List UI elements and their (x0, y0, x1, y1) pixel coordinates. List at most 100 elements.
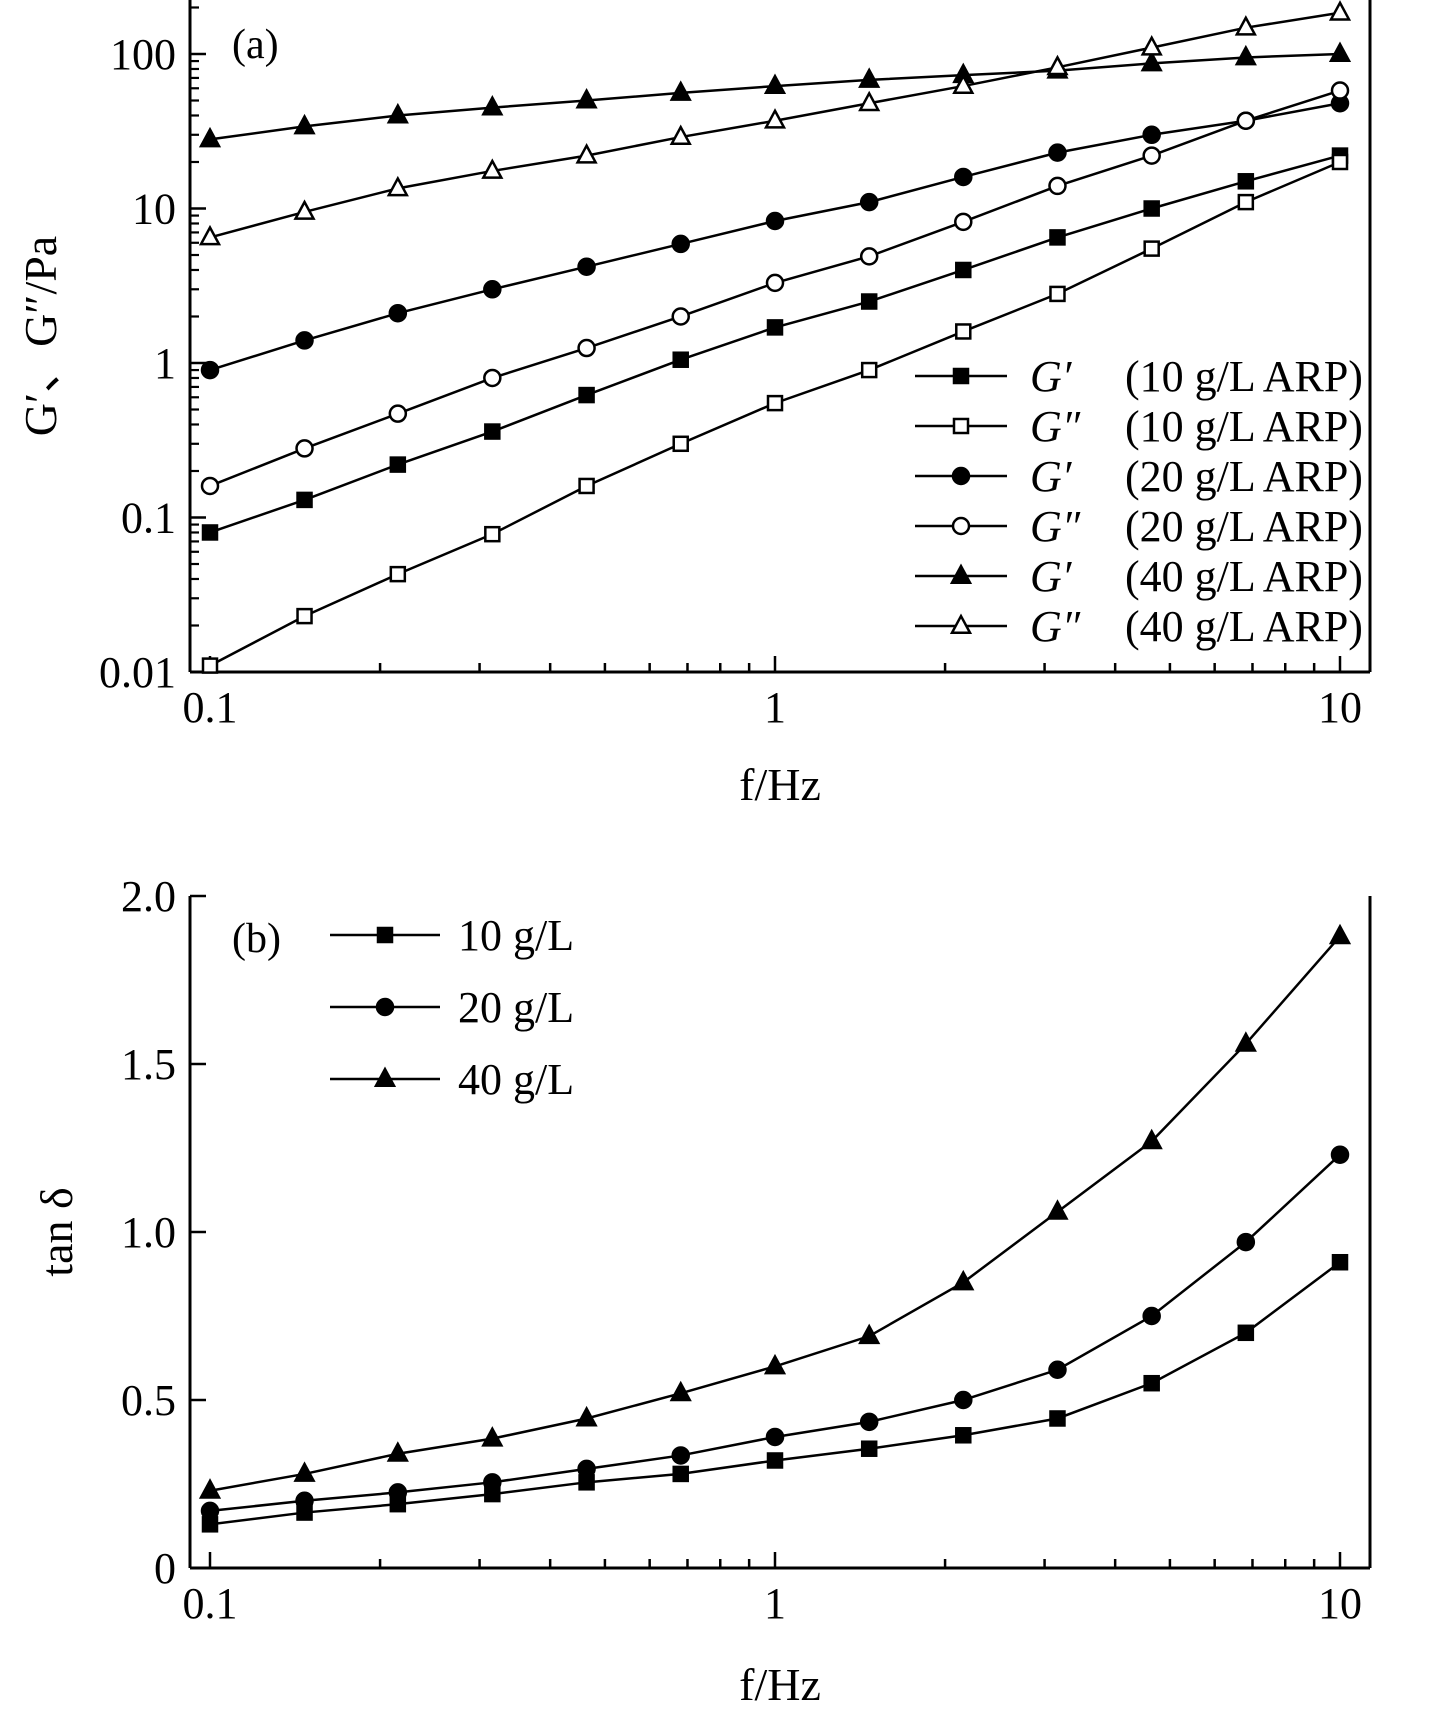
data-point (1330, 81, 1350, 100)
data-point (672, 351, 689, 368)
legend-label: (10 g/L ARP) (1125, 352, 1363, 401)
data-point (763, 73, 787, 95)
data-point (1142, 125, 1161, 145)
legend-marker (952, 367, 970, 385)
data-point (295, 439, 314, 458)
data-point (1140, 1128, 1163, 1150)
data-point (669, 1380, 692, 1402)
data-point (295, 331, 314, 350)
data-point (198, 1478, 222, 1499)
data-point (765, 1427, 785, 1447)
data-point (669, 124, 692, 146)
data-point (858, 90, 881, 112)
legend-symbol: G″ (1030, 602, 1081, 651)
data-point (483, 1473, 502, 1492)
x-tick-label: 10 (1318, 683, 1362, 732)
data-point (1330, 1145, 1350, 1164)
data-point (388, 404, 408, 423)
y-tick-label: 0 (154, 1544, 176, 1593)
series-line (209, 935, 1341, 1492)
data-point (955, 1427, 972, 1444)
legend-label: (20 g/L ARP) (1125, 502, 1363, 551)
data-point (671, 307, 690, 326)
legend-label: (10 g/L ARP) (1125, 402, 1363, 451)
data-point (860, 293, 878, 310)
data-point (954, 212, 973, 232)
y-tick-label: 0.5 (121, 1376, 176, 1425)
data-point (296, 607, 313, 625)
data-point (1236, 1232, 1256, 1252)
data-point (389, 456, 407, 473)
data-point (1331, 1253, 1349, 1271)
legend-symbol: G′ (1030, 452, 1073, 501)
data-point (954, 1390, 973, 1410)
data-point (293, 1461, 316, 1482)
data-point (954, 167, 973, 187)
data-point (1142, 146, 1161, 165)
data-point (1331, 153, 1349, 171)
x-axis-title: f/Hz (739, 1659, 821, 1710)
data-point (575, 143, 598, 164)
data-point (483, 280, 502, 299)
y-tick-label: 1 (154, 339, 176, 388)
data-point (484, 525, 501, 543)
data-point (1143, 200, 1160, 217)
data-point (859, 1412, 879, 1432)
data-point (952, 1269, 975, 1291)
data-point (386, 175, 409, 197)
data-point (763, 108, 787, 129)
data-point (201, 524, 219, 541)
data-point (1049, 285, 1066, 303)
data-point (293, 199, 316, 220)
data-point (1328, 0, 1352, 21)
data-point (669, 80, 692, 101)
data-point (1143, 240, 1160, 257)
data-point (766, 394, 784, 412)
data-point (388, 1483, 408, 1502)
data-point (200, 1501, 220, 1521)
legend-marker (376, 926, 394, 944)
data-point (200, 360, 220, 380)
data-point (484, 423, 501, 440)
data-point (483, 368, 502, 388)
legend-marker (951, 466, 971, 486)
y-axis-title: tan δ (31, 1187, 82, 1276)
data-point (955, 261, 972, 279)
data-point (386, 1441, 409, 1462)
data-point (672, 435, 689, 453)
legend-label: (40 g/L ARP) (1125, 602, 1363, 651)
data-point (1237, 1324, 1255, 1342)
legend-marker (949, 613, 973, 634)
data-point (766, 319, 784, 336)
legend-symbol: G″ (1030, 502, 1081, 551)
data-point (200, 476, 220, 496)
data-point (575, 1405, 598, 1427)
data-point (1046, 1199, 1069, 1220)
data-point (1237, 193, 1255, 211)
x-tick-label: 1 (764, 683, 786, 732)
data-point (671, 1446, 690, 1465)
legend-label: 10 g/L (458, 911, 574, 960)
data-point (1237, 173, 1255, 190)
data-point (389, 565, 407, 583)
y-tick-label: 1.5 (121, 1040, 176, 1089)
legend-marker (951, 516, 971, 536)
data-point (1046, 54, 1069, 76)
data-point (1236, 111, 1256, 130)
data-point (860, 361, 878, 379)
panel-label: (a) (232, 22, 279, 68)
legend-label: (20 g/L ARP) (1125, 452, 1363, 501)
data-point (1328, 41, 1352, 62)
data-point (575, 87, 598, 109)
data-point (578, 477, 595, 495)
data-point (577, 1459, 596, 1479)
data-point (766, 1452, 784, 1469)
data-point (1140, 50, 1163, 72)
data-point (1142, 1306, 1161, 1326)
data-point (765, 273, 785, 293)
legend-marker (375, 997, 395, 1017)
data-point (858, 1323, 881, 1345)
data-point (198, 126, 222, 148)
data-point (858, 67, 881, 88)
